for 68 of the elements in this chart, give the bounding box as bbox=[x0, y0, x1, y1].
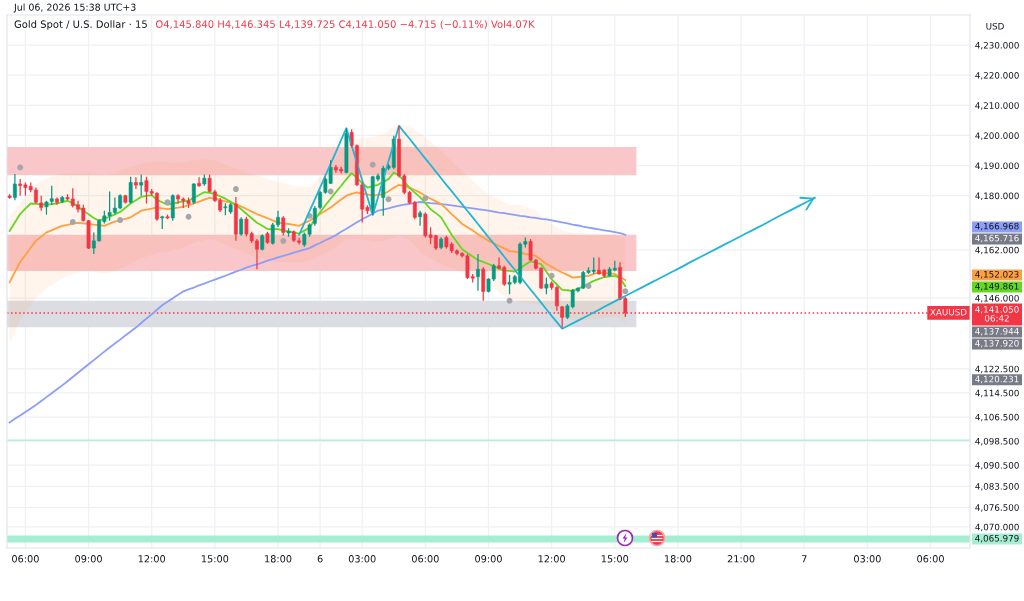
y-tick-label: 4,190.000 bbox=[975, 162, 1019, 170]
line-series bbox=[8, 171, 627, 292]
x-tick-label: 18:00 bbox=[265, 555, 292, 563]
point bbox=[185, 213, 192, 220]
point bbox=[69, 218, 76, 225]
x-tick-label: 06:00 bbox=[411, 555, 439, 563]
ref-line-label: 4,065.979 bbox=[975, 534, 1019, 543]
candlestick bbox=[391, 135, 396, 170]
y-tick-label: 4,122.500 bbox=[975, 365, 1019, 374]
point bbox=[232, 186, 239, 192]
text: 4,137.920 bbox=[975, 339, 1019, 348]
candlestick bbox=[139, 173, 144, 197]
x-tick-label: 06:00 bbox=[917, 555, 944, 563]
y-tick-label: 4,180.000 bbox=[975, 192, 1019, 201]
y-tick-label: 4,070.000 bbox=[975, 523, 1019, 532]
x-tick-label: 21:00 bbox=[727, 555, 755, 563]
y-tick-label: 4,210.000 bbox=[975, 102, 1019, 110]
y-tick-label: 4,200.000 bbox=[975, 132, 1019, 140]
text: 4,120.231 bbox=[975, 375, 1019, 384]
y-tick-label: 4,090.500 bbox=[975, 462, 1019, 470]
y-tick-label: 4,230.000 bbox=[975, 41, 1019, 50]
point bbox=[327, 188, 334, 195]
y-tick-label: 4,220.000 bbox=[975, 72, 1019, 80]
x-tick-label: 03:00 bbox=[348, 555, 376, 563]
y-tick-label: 4,083.500 bbox=[975, 483, 1019, 491]
x-tick-label: 06:00 bbox=[12, 555, 39, 563]
point bbox=[506, 297, 513, 304]
point bbox=[369, 161, 376, 168]
candlestick bbox=[128, 176, 133, 205]
text: 4,165.716 bbox=[975, 234, 1019, 243]
x-tick-label: 15:00 bbox=[601, 555, 629, 563]
point bbox=[117, 217, 124, 224]
line-series bbox=[8, 183, 627, 284]
text: 4,149.861 bbox=[975, 282, 1019, 291]
x-tick-label: 15:00 bbox=[201, 555, 229, 563]
point bbox=[422, 195, 429, 202]
x-tick-label: 09:00 bbox=[75, 555, 102, 563]
y-tick-label: 4,114.500 bbox=[975, 389, 1019, 398]
text: 4,166.968 bbox=[975, 222, 1019, 231]
y-tick-label: 4,098.500 bbox=[975, 437, 1019, 446]
chart-subtitle: O4,145.840 H4,146.345 L4,139.725 C4,141.050 −4.715 (−0.11%) Vol4.07K bbox=[155, 20, 535, 30]
candlestick bbox=[481, 266, 486, 302]
point bbox=[622, 288, 629, 295]
x-tick-label: 6 bbox=[317, 555, 323, 563]
y-tick-label: 4,106.500 bbox=[975, 413, 1019, 422]
x-tick-label: 09:00 bbox=[475, 555, 502, 563]
text: Gold Spot / U.S. Dollar · 15 bbox=[14, 20, 147, 30]
x-tick-label: 12:00 bbox=[138, 555, 166, 563]
y-axis-title: USD bbox=[986, 22, 1004, 30]
point bbox=[548, 272, 555, 279]
y-tick-label: 4,162.000 bbox=[975, 246, 1019, 255]
candlestick bbox=[170, 193, 175, 222]
x-tick-label: 18:00 bbox=[665, 555, 692, 563]
candlestick bbox=[281, 215, 286, 237]
ref-line-label: 4,141.050 06:42 bbox=[975, 306, 1019, 322]
y-tick-label: 4,076.500 bbox=[975, 504, 1019, 512]
x-tick-label: 12:00 bbox=[538, 555, 566, 563]
text: Jul 06, 2026 15:38 UTC+3 bbox=[13, 3, 136, 13]
x-tick-label: 7 bbox=[801, 555, 807, 563]
candlestick bbox=[344, 127, 349, 175]
text: 4,137.944 bbox=[975, 327, 1019, 336]
point bbox=[280, 237, 287, 244]
text: 4,152.023 bbox=[975, 270, 1019, 279]
point bbox=[585, 283, 592, 289]
y-tick-label: 4,146.000 bbox=[975, 294, 1019, 303]
point bbox=[17, 164, 24, 171]
x-tick-label: 03:00 bbox=[854, 555, 881, 563]
annotation: XAUUSD bbox=[930, 308, 967, 316]
